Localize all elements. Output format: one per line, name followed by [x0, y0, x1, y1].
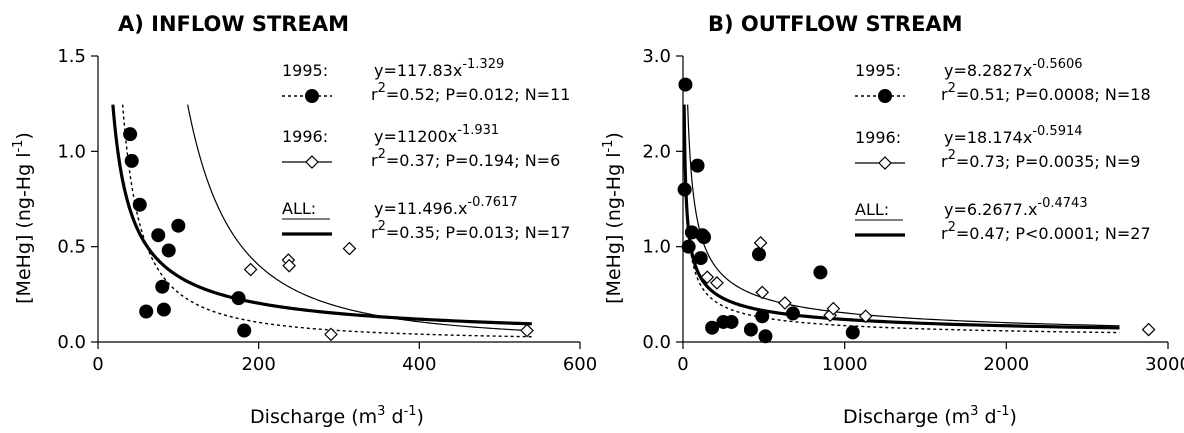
- data-point: [171, 218, 186, 233]
- data-point: [785, 306, 800, 321]
- data-point: [237, 323, 252, 338]
- svg-text:Discharge (m3 d-1): Discharge (m3 d-1): [843, 404, 1017, 428]
- legend-label: 1995:: [855, 61, 901, 80]
- svg-text:Discharge (m3 d-1): Discharge (m3 d-1): [250, 404, 424, 428]
- legend-label: 1996:: [855, 128, 901, 147]
- data-point: [151, 228, 166, 243]
- data-point: [826, 301, 841, 316]
- y-tick-label: 0.0: [642, 332, 671, 353]
- legend-equation: y=8.2827x-0.5606: [944, 57, 1083, 80]
- data-point: [813, 265, 828, 280]
- x-tick-label: 400: [402, 354, 436, 375]
- x-tick-label: 2000: [983, 354, 1029, 375]
- data-point: [520, 323, 534, 338]
- svg-text:[MeHg] (ng-Hg l-1): [MeHg] (ng-Hg l-1): [601, 132, 625, 304]
- legend-equation: y=11.496.x-0.7617: [374, 195, 518, 218]
- panel-title: B) OUTFLOW STREAM: [708, 12, 963, 36]
- data-point: [845, 325, 860, 340]
- x-tick-label: 0: [677, 354, 688, 375]
- data-point: [124, 153, 139, 168]
- y-tick-label: 1.0: [642, 237, 671, 258]
- data-point: [858, 309, 873, 324]
- data-point: [710, 276, 724, 290]
- data-point: [139, 304, 154, 319]
- legend-marker: [305, 89, 319, 103]
- legend-stats: r2=0.51; P=0.0008; N=18: [941, 81, 1151, 104]
- data-point: [677, 182, 692, 197]
- legend-equation: y=6.2677.x-0.4743: [944, 196, 1088, 219]
- y-tick-label: 1.0: [57, 141, 86, 162]
- legend-equation: y=11200x-1.931: [374, 123, 499, 146]
- data-point: [681, 239, 696, 254]
- data-point: [324, 327, 338, 342]
- data-point: [342, 241, 357, 256]
- data-point: [700, 270, 715, 285]
- x-tick-label: 600: [563, 354, 597, 375]
- x-tick-label: 1000: [822, 354, 868, 375]
- data-point: [695, 228, 710, 243]
- data-point: [155, 279, 170, 294]
- data-point: [690, 158, 705, 173]
- data-point: [123, 127, 138, 142]
- legend-stats: r2=0.35; P=0.013; N=17: [371, 219, 570, 242]
- fit-curve-1996: [687, 104, 1120, 327]
- fit-curve-1996: [187, 104, 532, 332]
- data-point: [243, 262, 258, 277]
- data-point: [1141, 322, 1156, 337]
- y-tick-label: 0.5: [57, 237, 86, 258]
- legend-label: ALL:: [855, 200, 889, 219]
- data-point: [751, 247, 766, 262]
- legend-marker: [305, 155, 319, 169]
- x-tick-label: 3000: [1145, 354, 1184, 375]
- data-point: [778, 296, 792, 310]
- y-tick-label: 1.5: [57, 46, 86, 67]
- legend-label: ALL:: [282, 199, 316, 218]
- legend-equation: y=117.83x-1.329: [374, 57, 504, 80]
- y-tick-label: 2.0: [642, 141, 671, 162]
- x-axis-label: Discharge (m3 d-1): [250, 404, 424, 428]
- y-axis-label: [MeHg] (ng-Hg l-1): [601, 132, 625, 304]
- data-point: [132, 197, 147, 212]
- data-point: [693, 251, 708, 266]
- data-point: [758, 329, 773, 344]
- data-point: [724, 314, 739, 329]
- data-point: [753, 236, 768, 250]
- panel-outflow: B) OUTFLOW STREAM [MeHg] (ng-Hg l-1) Dis…: [601, 12, 1184, 428]
- y-tick-label: 3.0: [642, 46, 671, 67]
- svg-text:[MeHg] (ng-Hg l-1): [MeHg] (ng-Hg l-1): [11, 132, 35, 304]
- data-point: [282, 258, 297, 273]
- legend-equation: y=18.174x-0.5914: [944, 124, 1083, 147]
- legend-marker: [878, 89, 892, 103]
- x-tick-label: 200: [241, 354, 275, 375]
- data-point: [161, 243, 176, 258]
- legend-stats: r2=0.52; P=0.012; N=11: [371, 81, 570, 104]
- x-axis-label: Discharge (m3 d-1): [843, 404, 1017, 428]
- data-point: [156, 302, 171, 317]
- x-tick-label: 0: [92, 354, 103, 375]
- data-point: [678, 77, 693, 92]
- data-point: [684, 225, 699, 240]
- y-tick-label: 0.0: [57, 332, 86, 353]
- legend-stats: r2=0.73; P=0.0035; N=9: [941, 148, 1140, 171]
- legend-label: 1995:: [282, 61, 328, 80]
- fit-curve-1995: [121, 104, 532, 338]
- legend-stats: r2=0.47; P<0.0001; N=27: [941, 220, 1151, 243]
- data-point: [755, 285, 770, 300]
- legend-stats: r2=0.37; P=0.194; N=6: [371, 147, 560, 170]
- panel-inflow: A) INFLOW STREAM [MeHg] (ng-Hg l-1) Disc…: [11, 12, 597, 428]
- legend-marker: [878, 156, 892, 170]
- data-point: [705, 320, 720, 335]
- panel-title: A) INFLOW STREAM: [118, 12, 349, 36]
- data-point: [755, 309, 770, 324]
- fit-curve-all: [111, 104, 532, 326]
- y-axis-label: [MeHg] (ng-Hg l-1): [11, 132, 35, 304]
- legend-label: 1996:: [282, 127, 328, 146]
- data-point: [743, 322, 758, 337]
- data-point: [231, 291, 246, 306]
